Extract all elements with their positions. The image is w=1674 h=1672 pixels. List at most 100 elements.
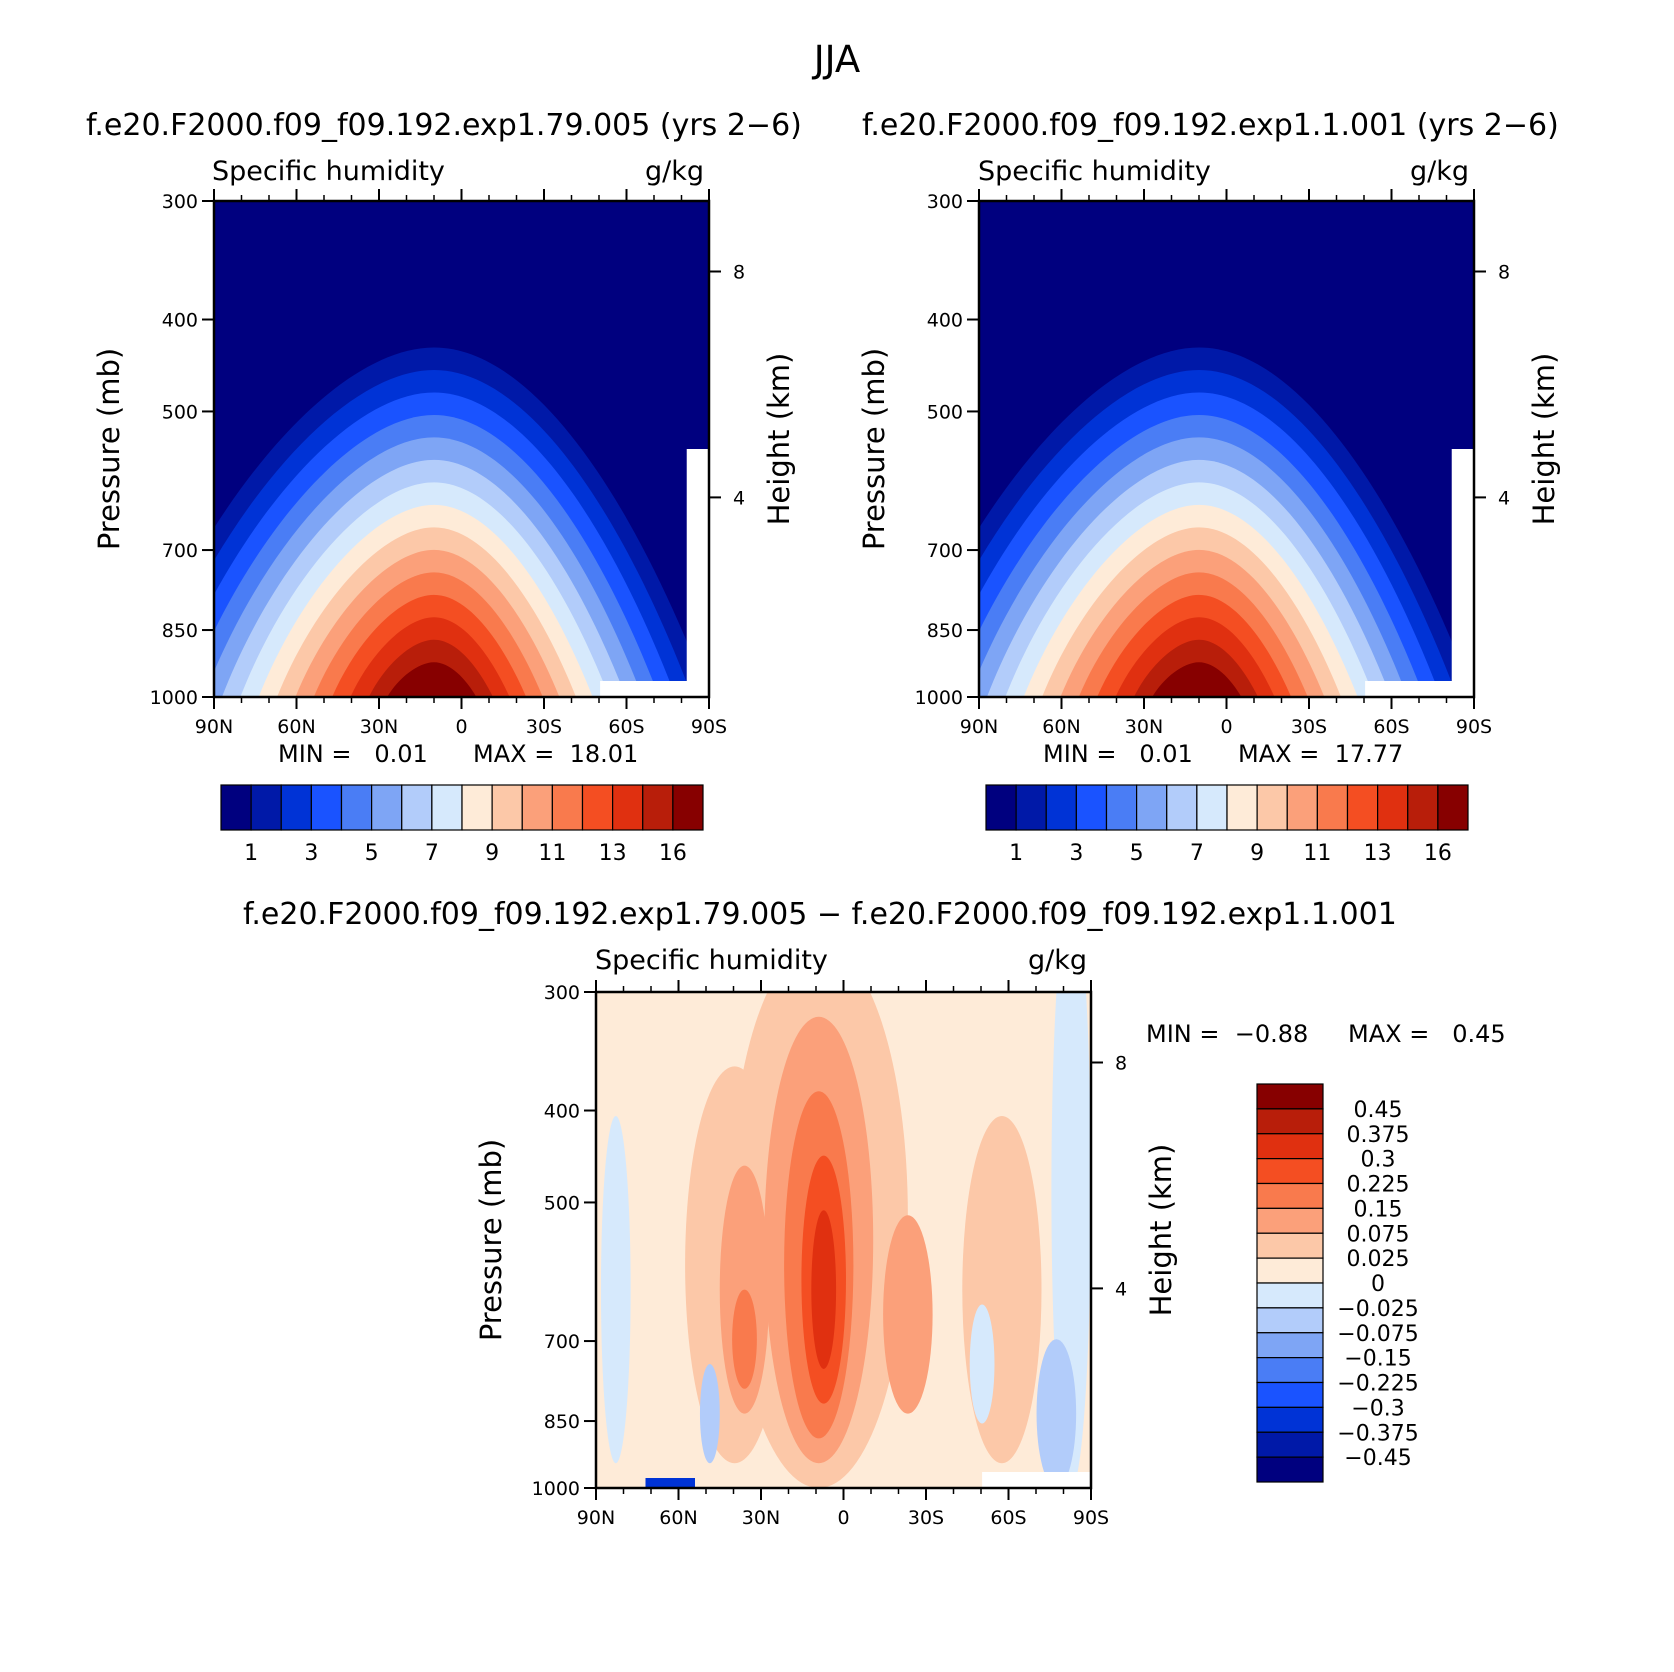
panel3-contour-fill — [962, 1116, 1042, 1464]
panel1-ylabel-right: Height (km) — [762, 353, 796, 526]
panel2-xtick-label: 0 — [1220, 716, 1232, 738]
panel1-colorbar-swatch — [431, 784, 463, 831]
panel2-xtick-label: 90S — [1456, 716, 1492, 738]
panel1-ytick-label: 300 — [162, 191, 198, 213]
panel2-colorbar-swatch — [1105, 784, 1138, 831]
panel2-ytick-label: 300 — [927, 191, 963, 213]
panel3-xtick-label: 30S — [908, 1507, 944, 1529]
panel3-colorbar-label: −0.025 — [1337, 1297, 1418, 1322]
panel2-xtick-label: 60N — [1042, 716, 1080, 738]
panel2-xtick-label: 90N — [960, 716, 998, 738]
panel1-variable: Specific humidity — [212, 156, 445, 187]
panel2-missing-region — [1451, 449, 1474, 697]
panel1-colorbar-swatch — [672, 784, 704, 831]
panel1-colorbar-swatch — [612, 784, 644, 831]
panel1-colorbar-swatch — [220, 784, 252, 831]
panel1-case-title: f.e20.F2000.f09_f09.192.exp1.79.005 (yrs… — [86, 108, 802, 143]
panel1-units: g/kg — [645, 156, 705, 187]
panel1-colorbar-label: 3 — [304, 841, 318, 866]
panel3-colorbar-label: −0.3 — [1351, 1396, 1404, 1421]
panel1-colorbar-label: 9 — [485, 841, 499, 866]
panel2-contours — [979, 201, 1474, 697]
panel1-ytick-right-label: 4 — [733, 487, 745, 509]
panel3-colorbar-label: −0.075 — [1337, 1322, 1418, 1347]
panel3-contour-fill — [1036, 1339, 1077, 1488]
panel2-min: MIN = 0.01 — [1043, 740, 1193, 768]
panel3-colorbar-label: 0.15 — [1354, 1197, 1403, 1222]
figure-title: JJA — [813, 38, 861, 81]
panel3-contour-fill — [811, 1210, 837, 1369]
panel3-colorbar-swatch — [1256, 1456, 1324, 1483]
panel1-xtick-label: 90N — [195, 716, 233, 738]
panel1-ytick-right-label: 8 — [733, 262, 745, 284]
panel2-plot: 300 400 500 700 850 1000 90N 60N 30N 0 30S 60S 90S 8 4… — [857, 189, 1561, 738]
panel2-colorbar-swatch — [1377, 784, 1409, 831]
panel3-colorbar-swatch — [1256, 1207, 1324, 1234]
panel3-ytick-label: 500 — [544, 1192, 580, 1214]
panel3-colorbar-swatch — [1256, 1158, 1324, 1185]
panel3-ytick-label: 300 — [544, 982, 580, 1004]
panel3-ylabel-right: Height (km) — [1144, 1144, 1178, 1317]
panel3-plot: 300 400 500 700 850 1000 90N 60N 30N 0 30S 60S 90S 8 4… — [474, 980, 1178, 1529]
panel1-plot: 300 400 500 700 850 1000 90N 60N 30N 0 30S 60S 90S 8 4… — [92, 189, 796, 738]
panel2-colorbar-swatch — [1226, 784, 1258, 831]
panel3-colorbar-label: 0.075 — [1347, 1222, 1410, 1247]
panel3-contour-fill — [600, 1116, 631, 1464]
panel3-variable: Specific humidity — [595, 945, 828, 976]
panel2-colorbar: 1 3 5 7 9 11 13 16 — [985, 784, 1469, 866]
panel3-contour-fill — [969, 1304, 995, 1424]
panel1-colorbar-swatch — [401, 784, 433, 831]
panel1-colorbar-swatch — [280, 784, 312, 831]
panel2-colorbar-label: 11 — [1303, 841, 1331, 866]
panel2-xtick-label: 30N — [1125, 716, 1163, 738]
panel1-colorbar-swatch — [461, 784, 493, 831]
panel1-colorbar-swatch — [551, 784, 584, 831]
panel3-max: MAX = 0.45 — [1348, 1020, 1506, 1048]
panel3-colorbar-label: −0.375 — [1337, 1421, 1418, 1446]
panel3-colorbar-swatch — [1256, 1083, 1324, 1110]
panel2-colorbar-swatch — [1256, 784, 1288, 831]
panel3-ytick-label: 400 — [544, 1101, 580, 1123]
panel3-colorbar-swatch — [1256, 1431, 1324, 1458]
panel3-ytick-label: 1000 — [532, 1478, 580, 1500]
panel2-contour-fill — [1152, 662, 1242, 697]
panel2-units: g/kg — [1410, 156, 1470, 187]
panel3-colorbar: 0.450.3750.30.2250.150.0750.0250−0.025−0… — [1256, 1083, 1419, 1483]
panel1-colorbar-label: 11 — [538, 841, 566, 866]
panel1-xtick-label: 60N — [277, 716, 315, 738]
panel1-colorbar-swatch — [250, 784, 282, 831]
panel2-ylabel-right: Height (km) — [1527, 353, 1561, 526]
panel2-ytick-label: 850 — [927, 620, 963, 642]
panel3-missing-region — [982, 1472, 1091, 1488]
panel1-colorbar-label: 13 — [599, 841, 627, 866]
panel2-ytick-label: 1000 — [915, 687, 963, 709]
panel2-ytick-label: 500 — [927, 401, 963, 423]
panel3-ytick-label: 850 — [544, 1411, 580, 1433]
panel3-colorbar-label: −0.45 — [1344, 1446, 1411, 1471]
panel3-xtick-label: 90N — [577, 1507, 615, 1529]
panel2-case-title: f.e20.F2000.f09_f09.192.exp1.1.001 (yrs … — [862, 108, 1559, 143]
panel2-ytick-label: 700 — [927, 540, 963, 562]
panel1-colorbar-swatch — [491, 784, 523, 831]
panel1-missing-region — [600, 681, 709, 697]
panel1-colorbar-label: 5 — [365, 841, 379, 866]
panel2-colorbar-label: 3 — [1069, 841, 1083, 866]
panel3-ytick-right-label: 8 — [1115, 1053, 1127, 1075]
panel1-colorbar-swatch — [371, 784, 403, 831]
panel2-colorbar-swatch — [1015, 784, 1047, 831]
panel1-contour-fill — [387, 662, 477, 697]
panel1-colorbar-swatch — [521, 784, 553, 831]
panel1-max: MAX = 18.01 — [473, 740, 639, 768]
panel3-contour-fill — [732, 1289, 757, 1389]
panel3-xtick-label: 0 — [837, 1507, 849, 1529]
panel1-colorbar-label: 1 — [244, 841, 258, 866]
panel2-colorbar-label: 9 — [1250, 841, 1264, 866]
panel2-ytick-right-label: 4 — [1498, 487, 1510, 509]
panel3-colorbar-swatch — [1256, 1282, 1324, 1309]
panel1-colorbar-label: 16 — [659, 841, 687, 866]
panel3-colorbar-swatch — [1256, 1357, 1324, 1384]
panel3-colorbar-swatch — [1256, 1257, 1324, 1284]
panel1-ytick-label: 400 — [162, 310, 198, 332]
